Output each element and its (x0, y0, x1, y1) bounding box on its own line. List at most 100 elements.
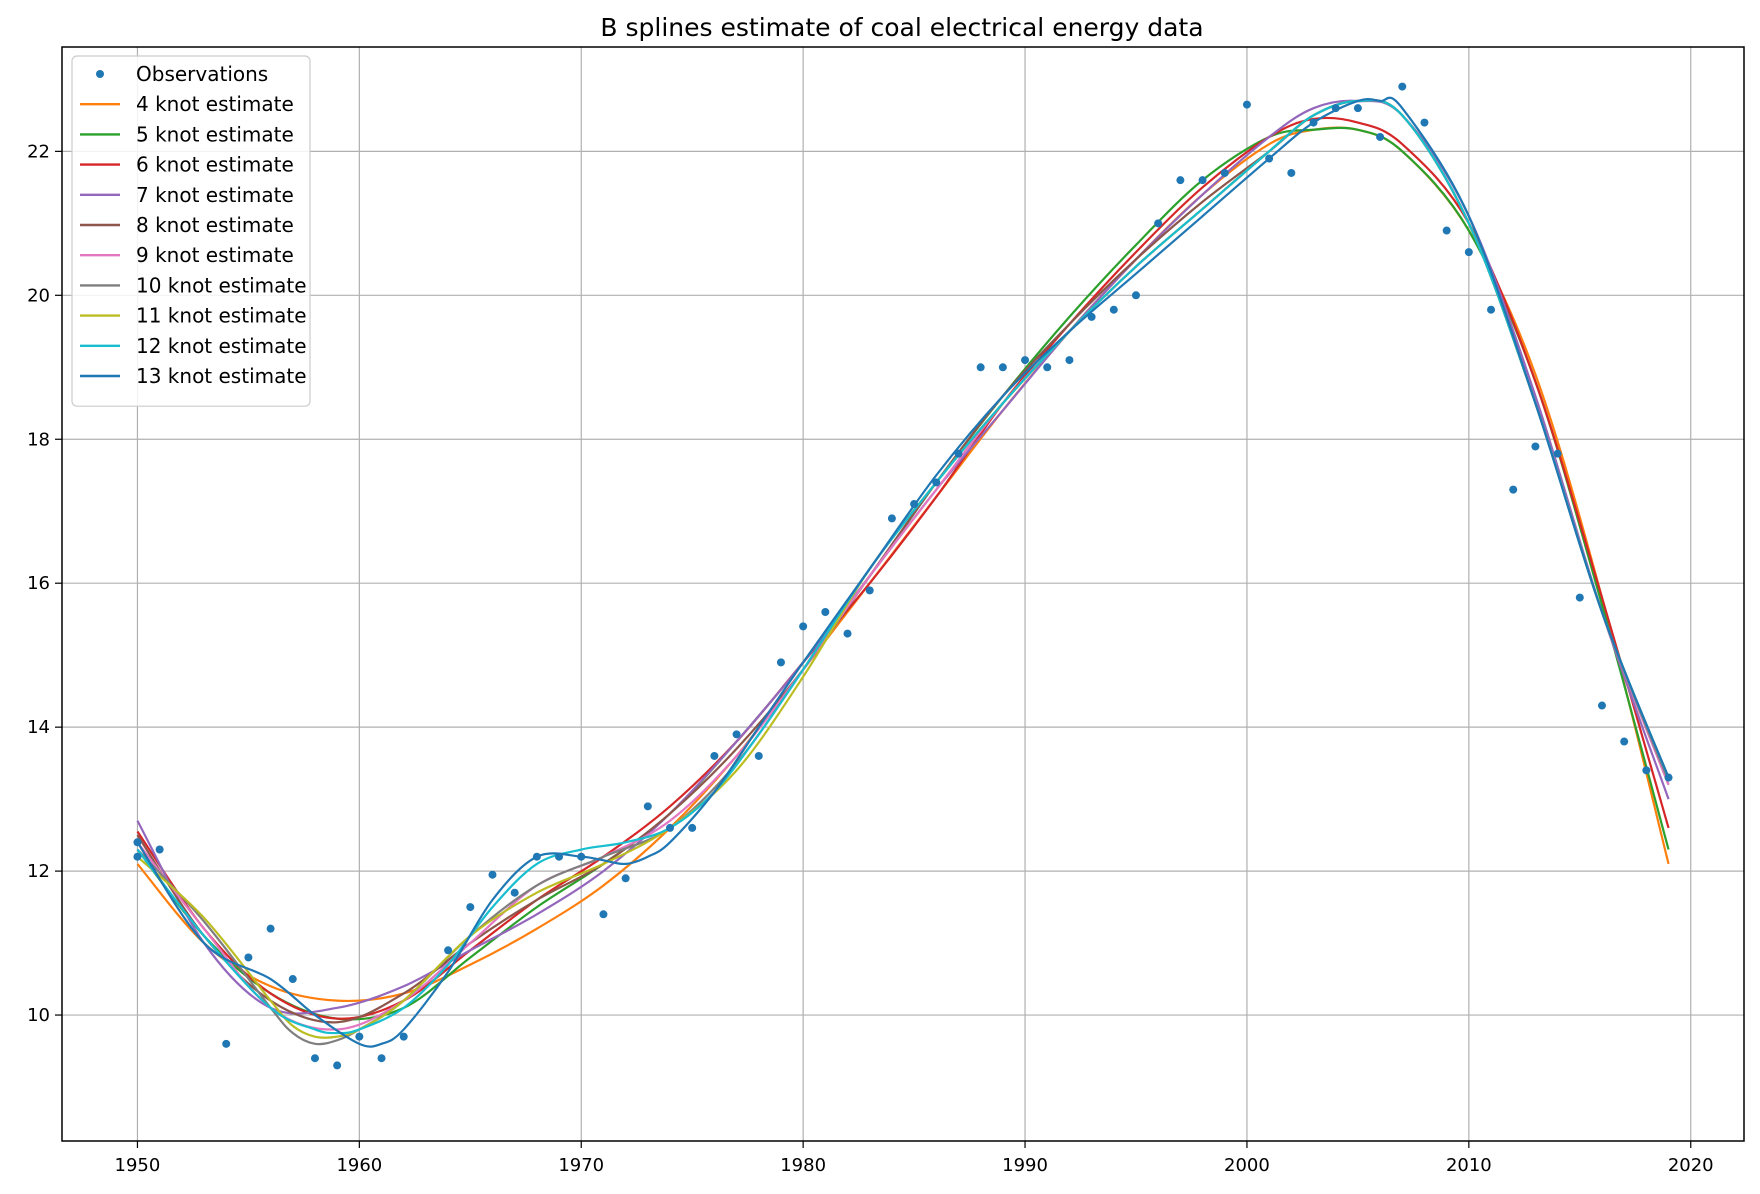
observation-point (1220, 168, 1229, 177)
observation-point (355, 1032, 364, 1041)
observation-point (776, 658, 785, 667)
observation-point (821, 607, 830, 616)
y-tick-label: 18 (27, 429, 50, 450)
legend-label: 12 knot estimate (136, 334, 307, 358)
observation-point (954, 449, 963, 458)
observation-points (133, 82, 1673, 1070)
observation-point (666, 823, 675, 832)
observation-point (1043, 363, 1052, 372)
observation-point (621, 874, 630, 883)
observation-point (310, 1054, 319, 1063)
legend-box (71, 55, 311, 407)
legend-label: 6 knot estimate (136, 153, 294, 177)
observation-point (1198, 176, 1207, 185)
observation-point (1309, 118, 1318, 127)
observation-point (1420, 118, 1429, 127)
legend: Observations 4 knot estimate 5 knot estima… (71, 55, 311, 407)
observation-point (998, 363, 1007, 372)
y-tick-label: 14 (27, 717, 50, 738)
observation-point (1242, 100, 1251, 109)
x-tick-label: 1980 (780, 1155, 826, 1176)
plot-frame (61, 46, 1745, 1142)
observation-point (466, 903, 475, 912)
observation-point (887, 514, 896, 523)
legend-label: Observations (136, 62, 268, 86)
observation-point (266, 924, 275, 933)
legend-label: 11 knot estimate (136, 304, 307, 328)
legend-marker (96, 70, 104, 78)
observation-point (1065, 356, 1074, 365)
grid (62, 47, 1744, 1141)
legend-label: 9 knot estimate (136, 243, 294, 267)
observation-point (643, 802, 652, 811)
observation-point (133, 838, 142, 847)
observation-point (1176, 176, 1185, 185)
observation-point (1376, 132, 1385, 141)
observation-point (1131, 291, 1140, 300)
y-axis: 10 12 14 16 18 20 22 (27, 141, 62, 1026)
legend-label: 5 knot estimate (136, 122, 294, 146)
y-tick-label: 16 (27, 573, 50, 594)
observation-point (1265, 154, 1274, 163)
observation-point (244, 953, 253, 962)
observation-point (1553, 449, 1562, 458)
observation-point (510, 888, 519, 897)
observation-point (1642, 766, 1651, 775)
y-tick-label: 12 (27, 861, 50, 882)
x-tick-label: 2000 (1224, 1155, 1270, 1176)
observation-point (1442, 226, 1451, 235)
observation-point (488, 870, 497, 879)
observation-point (377, 1054, 386, 1063)
observation-point (1597, 701, 1606, 710)
observation-point (754, 751, 763, 760)
x-tick-label: 1960 (336, 1155, 382, 1176)
legend-label: 13 knot estimate (136, 364, 307, 388)
observation-point (1487, 305, 1496, 314)
observation-point (399, 1032, 408, 1041)
observation-point (288, 975, 297, 984)
observation-point (865, 586, 874, 595)
observation-point (1620, 737, 1629, 746)
series-line-13-knot (136, 96, 1670, 1048)
y-tick-label: 20 (27, 285, 50, 306)
observation-point (688, 823, 697, 832)
legend-label: 4 knot estimate (136, 92, 294, 116)
observation-point (799, 622, 808, 631)
observation-point (577, 852, 586, 861)
observation-point (1154, 219, 1163, 228)
observation-point (1398, 82, 1407, 91)
observation-point (843, 629, 852, 638)
observation-point (932, 478, 941, 487)
observation-point (1331, 104, 1340, 113)
observation-point (532, 852, 541, 861)
observation-point (1109, 305, 1118, 314)
observation-point (1353, 104, 1362, 113)
legend-label: 7 knot estimate (136, 183, 294, 207)
observation-point (222, 1039, 231, 1048)
observation-point (133, 852, 142, 861)
y-tick-label: 10 (27, 1005, 50, 1026)
observation-point (976, 363, 985, 372)
observation-point (555, 852, 564, 861)
observation-point (599, 910, 608, 919)
observation-point (910, 500, 919, 509)
x-tick-label: 1950 (115, 1155, 161, 1176)
observation-point (1087, 312, 1096, 321)
legend-label: 8 knot estimate (136, 213, 294, 237)
observation-point (155, 845, 164, 854)
x-tick-label: 1990 (1002, 1155, 1048, 1176)
observation-point (1664, 773, 1673, 782)
observation-point (1509, 485, 1518, 494)
y-tick-label: 22 (27, 141, 50, 162)
observation-point (1575, 593, 1584, 602)
chart-title: B splines estimate of coal electrical en… (600, 13, 1203, 42)
x-tick-label: 1970 (558, 1155, 604, 1176)
observation-point (1021, 356, 1030, 365)
observation-point (732, 730, 741, 739)
observation-point (333, 1061, 342, 1070)
observation-point (1464, 248, 1473, 257)
observation-point (1531, 442, 1540, 451)
observation-point (710, 751, 719, 760)
x-tick-label: 2020 (1668, 1155, 1714, 1176)
